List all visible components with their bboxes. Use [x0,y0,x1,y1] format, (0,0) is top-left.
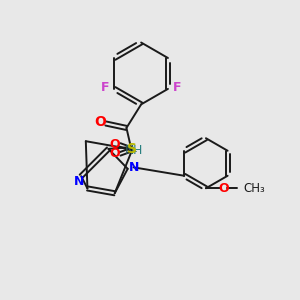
Text: O: O [109,138,120,152]
Text: F: F [101,81,110,94]
Text: N: N [125,144,134,157]
Text: CH₃: CH₃ [243,182,265,195]
Text: N: N [74,175,84,188]
Text: O: O [218,182,229,195]
Text: H: H [133,144,142,157]
Text: N: N [128,161,139,174]
Text: F: F [172,81,181,94]
Text: O: O [109,147,120,161]
Text: O: O [94,115,106,129]
Text: S: S [127,142,137,156]
